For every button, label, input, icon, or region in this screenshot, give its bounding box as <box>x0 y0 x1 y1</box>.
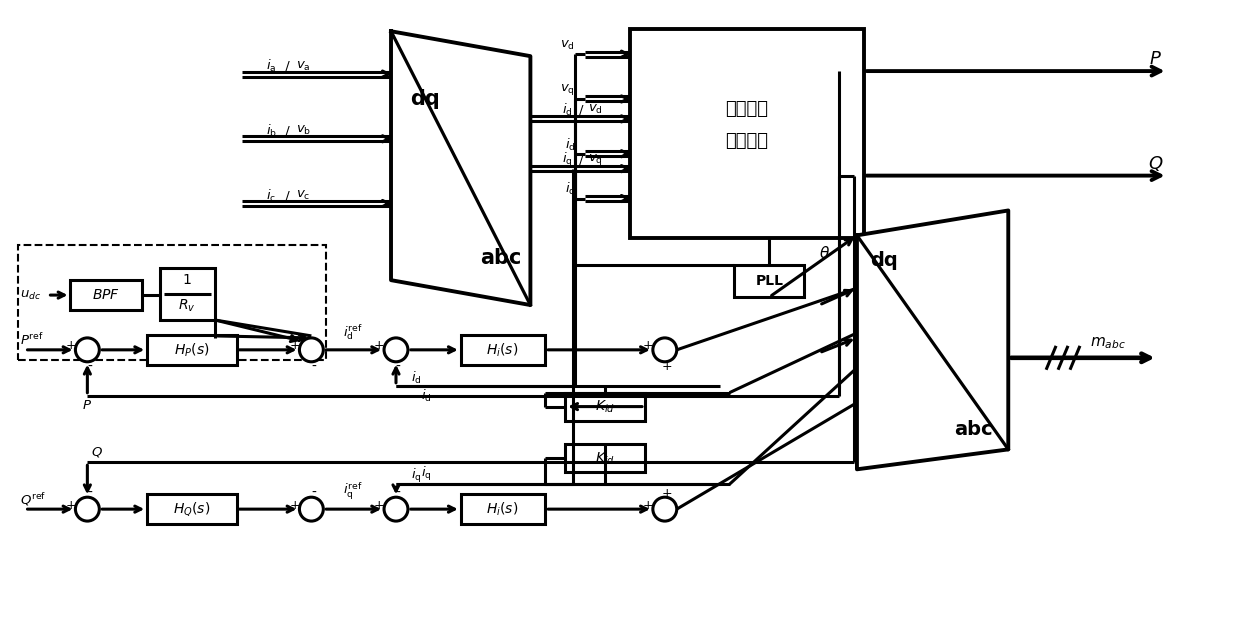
Text: -: - <box>395 486 400 501</box>
Circle shape <box>300 497 323 521</box>
Text: $v_{\rm d}$: $v_{\rm d}$ <box>587 104 602 116</box>
Text: dq: dq <box>870 251 898 270</box>
Text: $i_{\rm b}$: $i_{\rm b}$ <box>266 122 278 139</box>
Text: $i_{\rm q}$: $i_{\rm q}$ <box>410 467 421 485</box>
Circle shape <box>653 497 676 521</box>
Bar <box>147 494 237 524</box>
Text: 1: 1 <box>182 273 191 287</box>
Polygon shape <box>392 31 530 305</box>
Text: $H_Q(s)$: $H_Q(s)$ <box>173 500 211 518</box>
Text: $P^{\rm ref}$: $P^{\rm ref}$ <box>20 332 43 348</box>
Text: $i_{\rm d}$: $i_{\rm d}$ <box>410 370 421 386</box>
Text: +: + <box>662 487 672 500</box>
Text: -: - <box>87 486 92 501</box>
Text: $v_{\rm b}$: $v_{\rm b}$ <box>296 124 311 138</box>
Bar <box>565 392 644 421</box>
Polygon shape <box>857 210 1009 469</box>
Bar <box>461 335 545 365</box>
Text: dq: dq <box>410 89 440 109</box>
Text: abc: abc <box>479 248 522 268</box>
Text: $i_{\rm d}$: $i_{\rm d}$ <box>565 137 575 153</box>
Bar <box>17 246 326 360</box>
Text: -: - <box>311 486 316 501</box>
Text: +: + <box>289 499 300 512</box>
Text: $Q$: $Q$ <box>1147 154 1163 173</box>
Text: /: / <box>579 153 584 166</box>
Text: $H_P(s)$: $H_P(s)$ <box>175 341 209 359</box>
Text: -: - <box>395 360 400 374</box>
Text: +: + <box>289 339 300 352</box>
Bar <box>160 268 214 320</box>
Text: +: + <box>66 339 76 352</box>
Text: /: / <box>579 104 584 116</box>
Text: +: + <box>643 339 653 352</box>
Text: +: + <box>66 499 76 512</box>
Text: 瞬时功率: 瞬时功率 <box>725 100 768 118</box>
Text: $i_{\rm q}^{\rm ref}$: $i_{\rm q}^{\rm ref}$ <box>343 480 363 502</box>
Text: +: + <box>374 499 384 512</box>
Text: $K_{id}$: $K_{id}$ <box>595 398 615 414</box>
Circle shape <box>653 338 676 362</box>
Text: $P$: $P$ <box>82 399 93 412</box>
Bar <box>565 445 644 472</box>
Text: $i_{\rm d}$: $i_{\rm d}$ <box>563 102 572 118</box>
Text: $BPF$: $BPF$ <box>92 288 120 302</box>
Bar <box>461 494 545 524</box>
Text: /: / <box>281 124 294 138</box>
Text: $i_{\rm c}$: $i_{\rm c}$ <box>266 188 276 203</box>
Text: $H_i(s)$: $H_i(s)$ <box>487 501 519 518</box>
Text: -: - <box>87 360 92 374</box>
Text: $i_{\rm q}$: $i_{\rm q}$ <box>563 151 572 169</box>
Text: $v_{\rm q}$: $v_{\rm q}$ <box>587 152 602 167</box>
Text: 计算模块: 计算模块 <box>725 132 768 149</box>
Text: $i_{\rm d}$: $i_{\rm d}$ <box>420 387 431 404</box>
Text: $Q^{\rm ref}$: $Q^{\rm ref}$ <box>20 490 46 507</box>
Circle shape <box>76 497 99 521</box>
Text: $v_{\rm q}$: $v_{\rm q}$ <box>560 82 575 97</box>
Bar <box>629 30 864 239</box>
Bar <box>147 335 237 365</box>
Circle shape <box>384 338 408 362</box>
Text: $H_i(s)$: $H_i(s)$ <box>487 341 519 359</box>
Text: $i_{\rm q}$: $i_{\rm q}$ <box>420 465 431 484</box>
Text: +: + <box>374 339 384 352</box>
Text: $K_{id}$: $K_{id}$ <box>595 450 615 467</box>
Text: $v_{\rm a}$: $v_{\rm a}$ <box>296 60 311 73</box>
Bar <box>735 265 804 297</box>
Text: $P$: $P$ <box>1150 50 1162 68</box>
Text: $R_v$: $R_v$ <box>178 298 196 314</box>
Text: $i_{\rm d}^{\rm ref}$: $i_{\rm d}^{\rm ref}$ <box>343 322 363 342</box>
Text: $v_{\rm d}$: $v_{\rm d}$ <box>560 39 575 51</box>
Text: PLL: PLL <box>756 274 783 288</box>
Text: /: / <box>281 189 294 202</box>
Text: /: / <box>281 60 294 73</box>
Text: +: + <box>662 360 672 373</box>
Circle shape <box>300 338 323 362</box>
Text: +: + <box>643 499 653 512</box>
Text: $Q$: $Q$ <box>92 445 103 460</box>
Text: -: - <box>311 360 316 374</box>
Text: $\theta$: $\theta$ <box>819 246 830 261</box>
Bar <box>71 280 142 310</box>
Text: $m_{abc}$: $m_{abc}$ <box>1090 335 1126 350</box>
Circle shape <box>76 338 99 362</box>
Circle shape <box>384 497 408 521</box>
Text: $i_{\rm a}$: $i_{\rm a}$ <box>266 58 276 74</box>
Text: $u_{dc}$: $u_{dc}$ <box>20 288 41 301</box>
Text: $v_{\rm c}$: $v_{\rm c}$ <box>296 189 311 202</box>
Text: abc: abc <box>954 420 992 439</box>
Text: $i_{\rm q}$: $i_{\rm q}$ <box>565 181 575 198</box>
